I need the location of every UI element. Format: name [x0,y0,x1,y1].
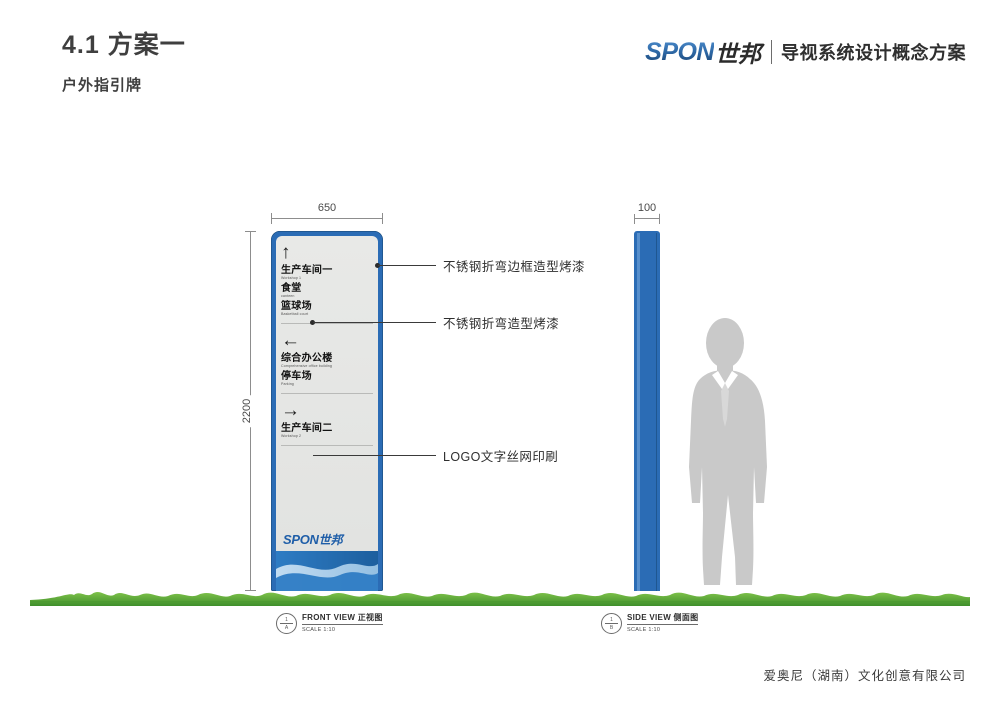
signage-front-view[interactable]: ↑ 生产车间一 Workshop 1 食堂 canteen 篮球场 Basket… [271,231,383,591]
sign-face-panel [276,236,378,591]
side-edge-line [655,233,657,591]
direction-group: ← 综合办公楼 Comprehensive office building 停车… [281,331,375,387]
annotation-label: 不锈钢折弯造型烤漆 [443,317,560,331]
destination-label-cn: 生产车间二 [281,423,333,434]
arrow-left-icon: ← [281,330,300,351]
dimension-tick-bottom [245,590,256,591]
destination-label-cn: 综合办公楼 [281,353,333,364]
signage-side-view[interactable] [634,231,660,591]
arrow-right-icon: → [281,400,300,421]
dimension-bar [271,218,383,219]
dimension-height-2200: 2200 [239,231,257,591]
destination-item: 停车场 Parking [281,371,375,387]
view-marker-bottom: B [609,624,614,631]
brand-header: SPON 世邦 导视系统设计概念方案 [645,37,966,68]
destination-item: 生产车间一 Workshop 1 [281,265,375,281]
dimension-tick-left [634,213,635,224]
side-view-caption: 1 B SIDE VIEW 侧面图 SCALE 1:10 [601,612,699,634]
destination-item: 生产车间二 Workshop 2 [281,423,375,439]
view-marker-separator [280,623,293,624]
view-marker-bottom: A [284,624,289,631]
dimension-side-width-label: 100 [633,202,661,214]
destination-label-en: Workshop 1 [281,276,302,280]
annotation-label: 不锈钢折弯边框造型烤漆 [443,260,585,274]
brand-logo-latin: SPON [645,37,714,66]
brand-tagline: 导视系统设计概念方案 [781,43,966,63]
view-marker-top: 1 [285,616,288,623]
group-divider [281,323,373,324]
human-scale-silhouette [660,317,790,592]
dimension-tick-top [245,231,256,232]
direction-group: → 生产车间二 Workshop 2 [281,401,375,439]
view-caption-text: SIDE VIEW 侧面图 SCALE 1:10 [627,612,699,633]
view-marker-separator [605,623,618,624]
view-marker-top: 1 [610,616,613,623]
dimension-tick-right [382,213,383,224]
dimension-side-width-100: 100 [633,202,661,226]
page-title: 4.1 方案一 [62,31,186,59]
destination-label-en: Basketball court [281,312,309,316]
leader-dot [375,263,380,268]
destination-label-cn: 食堂 [281,283,302,294]
group-divider [281,445,373,446]
footer-company: 爱奥尼（湖南）文化创意有限公司 [763,669,966,683]
view-marker-icon: 1 B [601,613,622,634]
leader-line [313,322,436,323]
view-caption-text: FRONT VIEW 正视图 SCALE 1:10 [302,612,383,633]
destination-label-en: Comprehensive office building [281,364,332,368]
page-title-block: 4.1 方案一 户外指引牌 [62,31,186,95]
wave-graphic [276,551,378,591]
view-title: FRONT VIEW 正视图 [302,612,383,625]
destination-label-en: Parking [281,382,294,386]
brand-logo-cn: 世邦 [715,41,761,67]
leader-line [378,265,436,266]
arrow-up-icon: ↑ [281,242,291,263]
destination-label-en: Workshop 2 [281,434,302,438]
view-marker-icon: 1 A [276,613,297,634]
sign-logo-latin: SPON [283,532,319,547]
side-highlight [637,233,640,591]
dimension-bar [634,218,660,219]
destination-item: 综合办公楼 Comprehensive office building [281,353,375,369]
destination-label-en: canteen [281,294,295,298]
dimension-tick-left [271,213,272,224]
front-view-caption: 1 A FRONT VIEW 正视图 SCALE 1:10 [276,612,383,634]
destination-item: 篮球场 Basketball court [281,301,375,317]
group-divider [281,393,373,394]
destination-label-cn: 生产车间一 [281,265,333,276]
sign-directory-content: ↑ 生产车间一 Workshop 1 食堂 canteen 篮球场 Basket… [281,243,375,453]
dimension-width-label: 650 [313,202,341,214]
dimension-height-label: 2200 [239,394,256,428]
ground-grass-strip [30,586,970,606]
annotation-label: LOGO文字丝网印刷 [443,450,559,464]
destination-label-cn: 停车场 [281,371,312,382]
destination-item: 食堂 canteen [281,283,375,299]
page-subtitle: 户外指引牌 [62,76,143,94]
direction-group: ↑ 生产车间一 Workshop 1 食堂 canteen 篮球场 Basket… [281,243,375,317]
dimension-width-650: 650 [271,202,383,226]
sign-logo-cn: 世邦 [318,533,343,547]
view-scale: SCALE 1:10 [627,627,661,633]
leader-dot [310,320,315,325]
leader-line [313,455,436,456]
view-title: SIDE VIEW 侧面图 [627,612,699,625]
destination-label-cn: 篮球场 [281,301,312,312]
dimension-tick-right [659,213,660,224]
view-scale: SCALE 1:10 [302,627,336,633]
brand-divider [771,40,772,64]
